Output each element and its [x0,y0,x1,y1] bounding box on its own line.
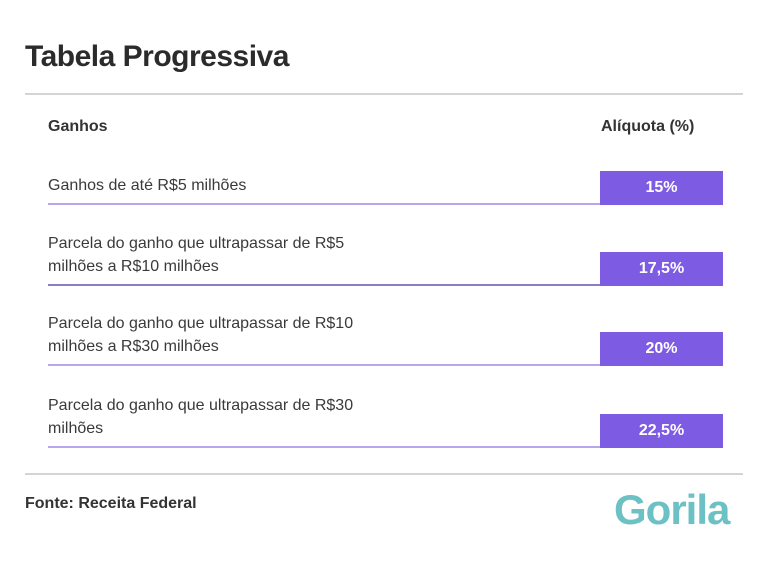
table-row: Parcela do ganho que ultrapassar de R$5 … [48,226,723,286]
gorila-logo: Gorila [614,486,730,533]
source-note: Fonte: Receita Federal [25,495,197,512]
row-aliquota: 15% [600,171,723,205]
bottom-divider [25,473,743,475]
table-row: Parcela do ganho que ultrapassar de R$10… [48,306,723,366]
page-title: Tabela Progressiva [25,40,289,73]
table-row: Parcela do ganho que ultrapassar de R$30… [48,388,723,448]
row-ganhos: Parcela do ganho que ultrapassar de R$5 … [48,235,345,275]
row-divider [48,364,600,366]
row-ganhos: Parcela do ganho que ultrapassar de R$10… [48,315,354,355]
row-ganhos: Parcela do ganho que ultrapassar de R$30… [48,397,354,437]
table-row: Ganhos de até R$5 milhões 15% [48,160,723,205]
row-aliquota: 20% [600,332,723,366]
row-aliquota: 22,5% [600,414,723,448]
row-aliquota: 17,5% [600,252,723,286]
row-ganhos: Ganhos de até R$5 milhões [48,177,247,194]
row-divider [48,446,600,448]
header-ganhos: Ganhos [48,118,108,135]
top-divider [25,93,743,95]
row-divider [48,284,600,286]
header-aliquota: Alíquota (%) [601,118,695,135]
row-divider [48,203,600,205]
